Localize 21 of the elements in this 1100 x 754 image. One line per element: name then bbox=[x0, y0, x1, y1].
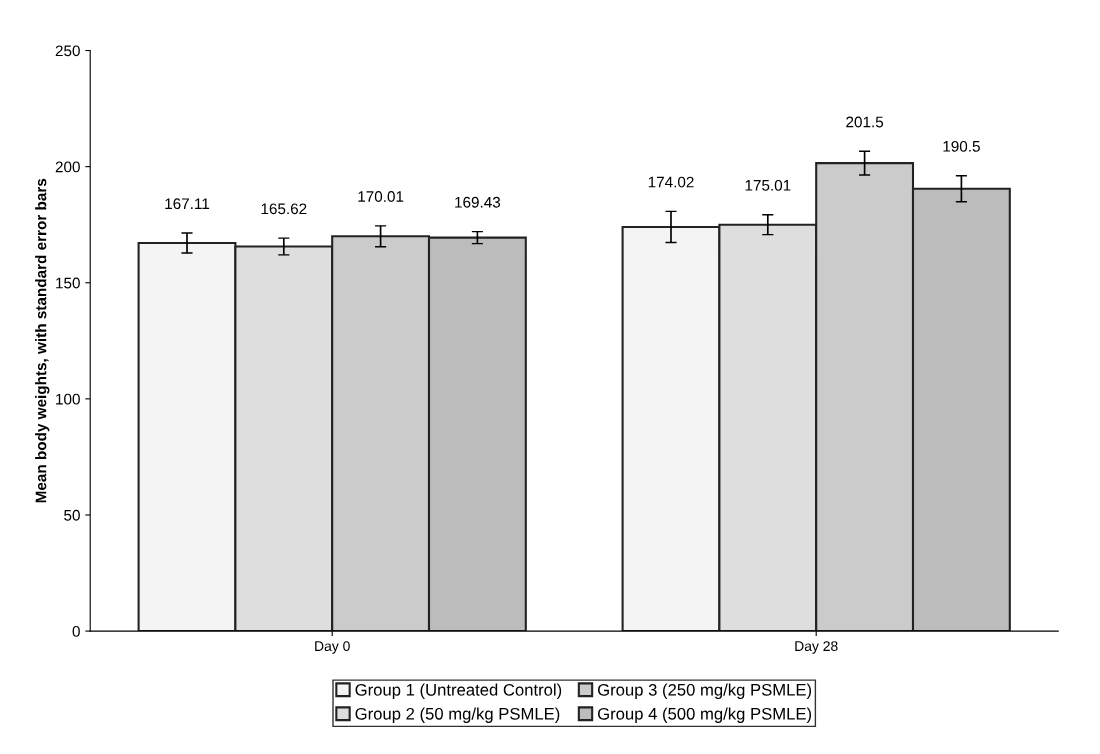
y-tick-label: 200 bbox=[55, 161, 80, 173]
data-label: 174.02 bbox=[648, 176, 694, 188]
legend-label: Group 1 (Untreated Control) bbox=[355, 683, 562, 700]
data-label: 169.43 bbox=[455, 196, 501, 208]
y-tick-label: 50 bbox=[64, 509, 80, 521]
data-label: 201.5 bbox=[846, 116, 884, 128]
legend-label: Group 2 (50 mg/kg PSMLE) bbox=[355, 707, 560, 723]
data-label: 165.62 bbox=[261, 203, 307, 215]
y-axis-title: Mean body weights, with standard error bars bbox=[35, 178, 50, 503]
data-label: 170.01 bbox=[358, 191, 404, 202]
data-label: 190.5 bbox=[943, 140, 980, 152]
y-tick-label: 100 bbox=[56, 393, 80, 405]
x-tick-label: Day 28 bbox=[795, 641, 838, 654]
y-tick-label: 0 bbox=[72, 625, 80, 637]
data-label: 167.11 bbox=[165, 198, 210, 210]
data-label: 175.01 bbox=[745, 179, 791, 191]
x-tick-label: Day 0 bbox=[315, 641, 350, 654]
legend-label: Group 4 (500 mg/kg PSMLE) bbox=[598, 707, 812, 723]
y-tick-label: 250 bbox=[55, 45, 80, 57]
y-tick-label: 150 bbox=[56, 277, 80, 289]
legend-label: Group 3 (250 mg/kg PSMLE) bbox=[598, 683, 812, 700]
